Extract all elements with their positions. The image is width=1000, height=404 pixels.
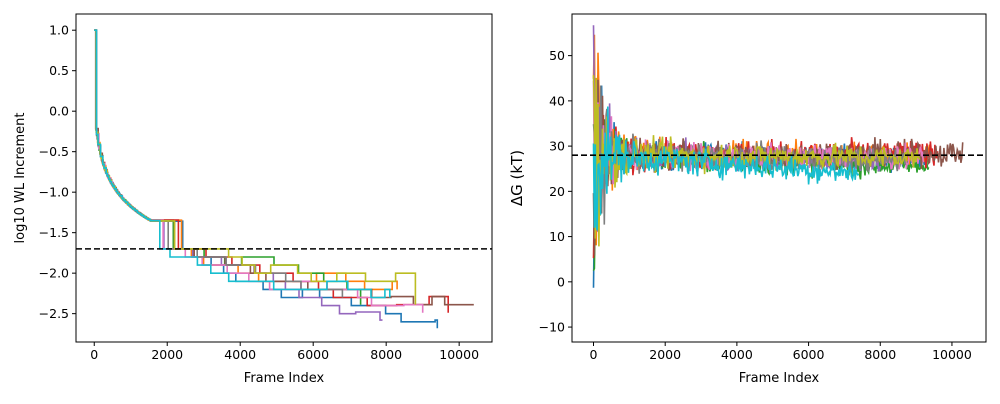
x-tick-label: 6000	[297, 347, 329, 362]
x-tick-label: 10000	[439, 347, 479, 362]
y-tick-label: −2.0	[39, 266, 69, 281]
left-xticks: 0 2000 4000 6000 8000 10000	[90, 342, 479, 362]
x-tick-label: 2000	[649, 347, 681, 362]
x-tick-label: 4000	[721, 347, 753, 362]
y-tick-label: −10	[539, 320, 565, 335]
right-xticks: 0 2000 4000 6000 8000 10000	[590, 342, 972, 362]
series-line-10	[592, 106, 860, 231]
x-tick-label: 8000	[370, 347, 402, 362]
x-tick-label: 0	[90, 347, 98, 362]
y-tick-label: −0.5	[39, 144, 69, 159]
left-series-layer	[94, 29, 474, 329]
right-series-layer	[592, 25, 964, 288]
y-tick-label: 0	[557, 274, 565, 289]
right-plot: 0 2000 4000 6000 8000 10000 50 40 30 20 10 0 −10 Fr…	[508, 13, 987, 386]
right-x-axis-label: Frame Index	[739, 371, 820, 386]
left-yticks: 1.0 0.5 0.0 −0.5 −1.0 −1.5 −2.0 −2.5	[39, 23, 76, 321]
x-tick-label: 6000	[793, 347, 825, 362]
right-yticks: 50 40 30 20 10 0 −10	[539, 48, 572, 335]
y-tick-label: −1.0	[39, 185, 69, 200]
left-axes-frame	[75, 13, 493, 343]
x-tick-label: 4000	[224, 347, 256, 362]
y-tick-label: 40	[549, 93, 565, 108]
left-x-axis-label: Frame Index	[244, 371, 325, 386]
y-tick-label: 0.0	[49, 104, 69, 119]
left-plot: 0 2000 4000 6000 8000 10000 1.0 0.5 0.0 −0.5 −1.0…	[13, 13, 493, 386]
x-tick-label: 8000	[864, 347, 896, 362]
y-tick-label: 20	[549, 184, 565, 199]
x-tick-label: 10000	[932, 347, 972, 362]
y-tick-label: −2.5	[39, 306, 69, 321]
y-tick-label: 30	[549, 139, 565, 154]
x-tick-label: 2000	[151, 347, 183, 362]
y-tick-label: 50	[549, 48, 565, 63]
y-tick-label: 10	[549, 229, 565, 244]
series-line-9	[592, 75, 921, 247]
y-tick-label: 0.5	[49, 63, 69, 78]
y-tick-label: 1.0	[49, 23, 69, 38]
x-tick-label: 0	[590, 347, 598, 362]
y-tick-label: −1.5	[39, 225, 69, 240]
left-y-axis-label: log10 WL Increment	[13, 113, 28, 244]
series-line-10	[94, 29, 391, 299]
right-y-axis-label: ΔG (kT)	[508, 150, 526, 206]
right-axes-frame	[571, 13, 987, 343]
